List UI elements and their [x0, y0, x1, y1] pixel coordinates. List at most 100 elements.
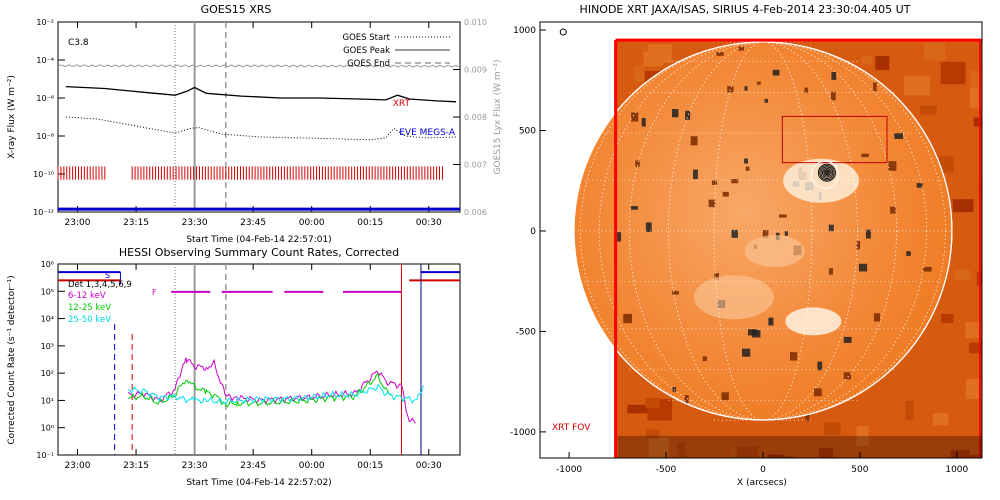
xrt-dark-pixel [888, 161, 897, 171]
xrt-dark-pixel [684, 395, 689, 404]
x-tick-label: 23:00 [65, 461, 91, 471]
xrt-dark-pixel [731, 179, 739, 184]
y-tick-label: 10⁻¹ [36, 451, 54, 460]
xrt-offlimb-patch [904, 75, 930, 96]
xrt-offlimb-patch [633, 65, 645, 82]
xrt-offlimb-patch [905, 400, 914, 421]
xrt-offlimb-patch [648, 438, 669, 458]
goes-class-label: C3.8 [68, 38, 89, 48]
y-right-tick-label: 0.010 [464, 18, 487, 27]
xrt-dark-pixel [727, 86, 734, 93]
xrt-dark-pixel [744, 158, 748, 164]
goes-eve-label: EVE MEGS-A [399, 128, 456, 138]
xrt-axes: -1000 -500 0 500 1000 -1000 -500 0 500 1000 [510, 26, 969, 475]
x-tick-label: 00:00 [299, 218, 325, 228]
xrt-dark-pixel [756, 81, 761, 85]
x-tick-label: 00:15 [357, 218, 383, 228]
xrt-x-tick-label: 0 [760, 465, 766, 475]
xrt-bright-region-ar [783, 158, 860, 203]
xrt-offlimb-patch [645, 429, 660, 438]
series-hessi-0 [127, 357, 416, 424]
xrt-dark-pixel [813, 388, 822, 397]
legend-12-25: 12-25 keV [68, 303, 111, 313]
goes-legend: GOES Start GOES Peak GOES End [342, 33, 450, 69]
xrt-offlimb-patch [969, 342, 982, 354]
xrt-dark-pixel [690, 136, 698, 146]
xrt-offlimb-patch [954, 269, 971, 280]
xrt-dark-pixel [762, 230, 769, 239]
series-goes-lya [57, 64, 459, 68]
xrt-contour-outer [810, 160, 840, 189]
xrt-frame-border [539, 21, 983, 459]
xrt-offlimb-patch [861, 56, 873, 65]
xrt-image-area [559, 28, 982, 458]
xrt-bright-region-south [785, 307, 842, 336]
xrt-offlimb-patch [856, 425, 869, 447]
xrt-target-box [781, 115, 888, 164]
xrt-grid-lon [579, 41, 946, 421]
x-tick-label: 00:15 [357, 461, 383, 471]
series-goes-long [65, 85, 457, 103]
xrt-dark-pixel [916, 183, 923, 188]
xrt-dark-pixel [693, 169, 698, 180]
xrt-offlimb-patch [952, 199, 974, 213]
xrt-x-tick-label: -1000 [556, 465, 582, 475]
xrt-offlimb-patch [677, 442, 686, 458]
xrt-dark-pixel [906, 251, 911, 256]
xrt-offlimb-patch [767, 454, 784, 458]
legend-det: Det 1,3,4,5,6,9 [68, 280, 132, 290]
xrt-dark-pixel [714, 273, 719, 280]
y-tick-label: 10⁻¹⁰ [33, 170, 54, 179]
xrt-dark-pixel [716, 52, 724, 56]
xrt-dark-pixel [747, 329, 757, 336]
goes-xrt-label: XRT [393, 99, 411, 109]
xrt-dark-pixel [702, 356, 708, 362]
xrt-dark-pixel [641, 117, 646, 127]
xrt-grid-lon [628, 41, 897, 421]
xrt-offlimb-patch [823, 422, 841, 435]
xrt-offlimb-patch [970, 70, 982, 91]
xrt-y-tick-label: 500 [519, 126, 536, 136]
y-tick-label: 10⁰ [41, 424, 54, 433]
x-tick-label: 23:00 [65, 218, 91, 228]
xrt-dark-pixel [817, 361, 823, 371]
xrt-bright-region-center [744, 235, 805, 268]
xrt-offlimb-patch [940, 61, 966, 85]
xrt-offlimb-patch [818, 447, 834, 458]
xrt-dark-pixel [708, 199, 716, 208]
xrt-dark-pixel [856, 240, 861, 250]
x-tick-label: 23:15 [123, 461, 149, 471]
xrt-dark-pixel [830, 91, 836, 101]
goes-xlabel: Start Time (04-Feb-14 22:57:01) [186, 235, 331, 245]
y-tick-label: 10⁴ [41, 315, 54, 324]
x-tick-label: 23:30 [182, 218, 208, 228]
hessi-title: HESSI Observing Summary Count Rates, Cor… [119, 246, 399, 259]
xrt-fov-label: XRT FOV [552, 423, 591, 433]
xrt-grid-lon [713, 41, 813, 421]
xrt-dark-pixel [784, 231, 788, 236]
xrt-dark-pixel [894, 133, 903, 139]
xrt-dark-pixel [890, 206, 896, 214]
series-goes-short [65, 116, 457, 141]
hessi-frame [57, 263, 461, 456]
xrt-dark-pixel [778, 214, 787, 218]
xrt-origin-marker [559, 28, 567, 36]
xrt-dark-pixel [685, 110, 691, 120]
xrt-dark-pixel [745, 166, 750, 171]
xrt-dark-pixel [764, 98, 768, 103]
xrt-offlimb-patch [965, 322, 982, 339]
xrt-dark-pixel [789, 352, 798, 361]
xrt-dark-pixel [721, 392, 729, 401]
hessi-ylabel: Corrected Count Rate (s⁻¹ detector⁻¹) [7, 275, 17, 444]
xrt-dark-pixel [738, 46, 744, 51]
xrt-x-tick-label: -500 [656, 465, 677, 475]
x-tick-label: 00:30 [416, 218, 442, 228]
legend-25-50: 25-50 keV [68, 315, 111, 325]
xrt-dark-pixel [672, 290, 679, 295]
xrt-dark-pixel [623, 313, 633, 324]
goes-title: GOES15 XRS [201, 3, 272, 16]
series-hessi-1 [128, 372, 393, 408]
xrt-offlimb-patch [875, 56, 890, 71]
xrt-dark-pixel [711, 180, 718, 185]
xrt-dark-pixel [722, 191, 729, 197]
